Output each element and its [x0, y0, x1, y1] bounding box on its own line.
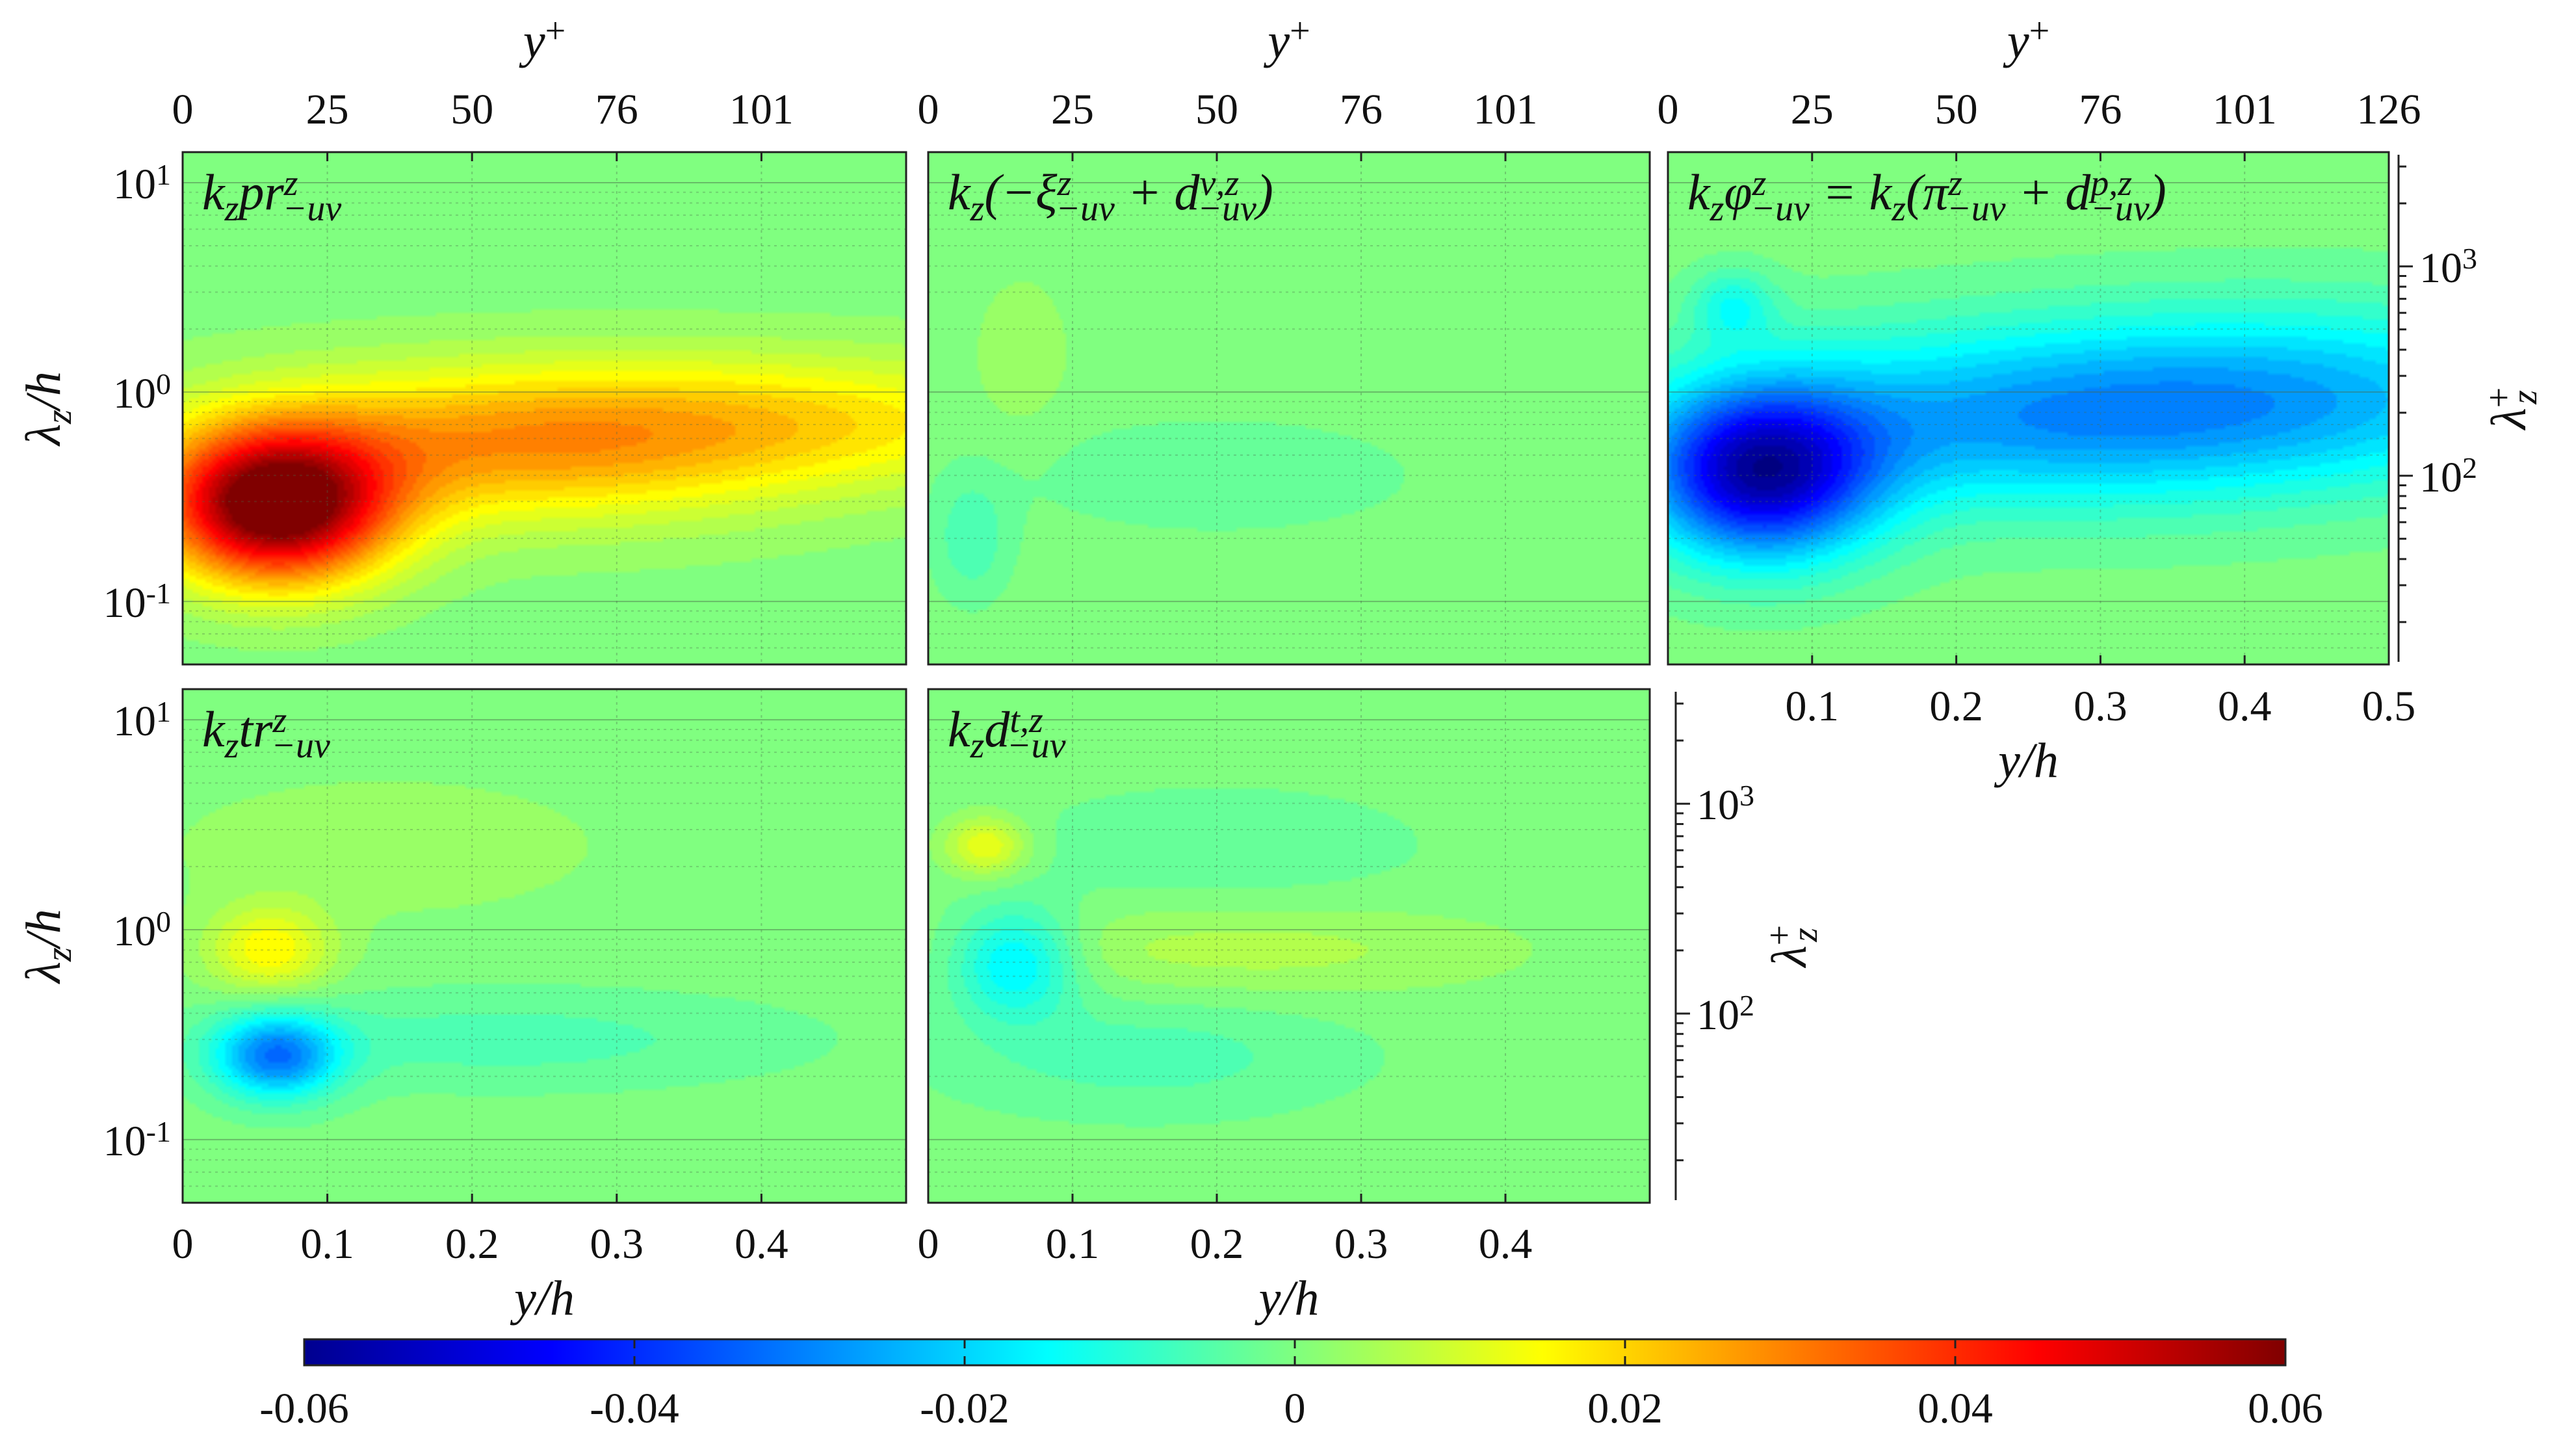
frame-phi: [1667, 151, 2390, 666]
panel-title-pr: kzprz −uv: [202, 163, 341, 229]
x-tick-dt-1: 0.1: [1046, 1220, 1100, 1268]
axes: kzprz −uv kz(−ξz −uv + dν,z −uv) kzφz −uv = kz…: [16, 11, 2545, 1326]
yplus-tick-pr-2: 50: [450, 86, 493, 133]
x-tick-phi-2: 0.3: [2074, 683, 2127, 730]
ylog-tick-tr-2: 101: [113, 695, 171, 745]
yplus-label-phi: y+: [2003, 11, 2049, 68]
colorbar-tick-5: 0.04: [1918, 1385, 1993, 1432]
yplus-tick-phi-4: 101: [2213, 86, 2277, 133]
panel-title-visc: kz(−ξz −uv + dν,z −uv): [948, 163, 1273, 229]
colorbar-tick-3: 0: [1284, 1385, 1306, 1432]
colorbar-tick-6: 0.06: [2248, 1385, 2323, 1432]
x-label-dt: y/h: [1255, 1271, 1320, 1326]
frame-dt: [927, 688, 1651, 1204]
x-tick-tr-2: 0.2: [445, 1220, 499, 1268]
yplus-tick-pr-0: 0: [172, 86, 194, 133]
x-tick-dt-2: 0.2: [1190, 1220, 1244, 1268]
heatmap-tr: [183, 689, 906, 1203]
heatmap-phi: [1668, 152, 2389, 664]
yplus-tick-visc-3: 76: [1340, 86, 1383, 133]
frame-tr: [181, 688, 907, 1204]
heatmap-visc: [928, 152, 1650, 664]
colorbar-tick-1: -0.04: [590, 1385, 679, 1432]
yplus-tick-pr-1: 25: [306, 86, 349, 133]
x-tick-dt-4: 0.4: [1479, 1220, 1533, 1268]
lamplus-tick-phi-2: 102: [2419, 451, 2477, 501]
lamplus-tick-dt-2: 102: [1697, 989, 1754, 1039]
frame-pr: [181, 151, 907, 666]
x-tick-phi-3: 0.4: [2218, 683, 2272, 730]
panel-title-phi: kzφz −uv = kz(πz −uv + dp,z −uv): [1687, 163, 2166, 229]
yplus-tick-visc-4: 101: [1474, 86, 1538, 133]
ylog-tick-tr-0: 10-1: [103, 1115, 171, 1165]
colorbar-tick-2: -0.02: [920, 1385, 1009, 1432]
yplus-tick-phi-0: 0: [1658, 86, 1679, 133]
lamplus-label-phi: λ+z: [2479, 387, 2545, 431]
yplus-tick-phi-2: 50: [1935, 86, 1978, 133]
x-tick-phi-1: 0.2: [1929, 683, 1983, 730]
x-label-tr: y/h: [510, 1271, 575, 1326]
yplus-tick-visc-0: 0: [918, 86, 939, 133]
ylog-tick-pr-0: 10-1: [103, 577, 171, 627]
heatmap-pr: [183, 152, 906, 664]
yplus-tick-phi-5: 126: [2357, 86, 2421, 133]
yplus-tick-phi-3: 76: [2079, 86, 2122, 133]
panel-title-tr: kztrz −uv: [202, 700, 330, 766]
x-tick-tr-4: 0.4: [735, 1220, 788, 1268]
x-tick-tr-3: 0.3: [590, 1220, 644, 1268]
panels: [183, 152, 2389, 1203]
ylog-label-tr: λz/h: [16, 909, 79, 984]
lamplus-tick-phi-3: 103: [2419, 242, 2477, 292]
x-tick-tr-0: 0: [172, 1220, 194, 1268]
frame-visc: [927, 151, 1651, 666]
lamplus-tick-dt-3: 103: [1697, 780, 1754, 830]
ylog-tick-tr-1: 100: [113, 905, 171, 955]
colorbar: -0.06 -0.04 -0.02 0 0.02 0.04 0.06: [259, 1338, 2323, 1432]
lamplus-label-dt: λ+z: [1760, 925, 1825, 969]
ylog-tick-pr-1: 100: [113, 367, 171, 417]
ylog-tick-pr-2: 101: [113, 158, 171, 208]
yplus-label-visc: y+: [1263, 11, 1310, 68]
x-tick-phi-0: 0.1: [1786, 683, 1840, 730]
yplus-tick-pr-3: 76: [595, 86, 638, 133]
yplus-tick-visc-1: 25: [1051, 86, 1094, 133]
colorbar-tick-0: -0.06: [259, 1385, 348, 1432]
yplus-tick-visc-2: 50: [1195, 86, 1238, 133]
x-label-phi: y/h: [1994, 733, 2059, 788]
ylog-label-pr: λz/h: [16, 371, 79, 447]
heatmap-dt: [928, 689, 1650, 1203]
yplus-label-pr: y+: [519, 11, 566, 68]
colorbar-tick-4: 0.02: [1587, 1385, 1663, 1432]
x-tick-dt-0: 0: [918, 1220, 939, 1268]
yplus-tick-pr-4: 101: [729, 86, 794, 133]
x-tick-tr-1: 0.1: [300, 1220, 354, 1268]
yplus-tick-phi-1: 25: [1791, 86, 1834, 133]
x-tick-dt-3: 0.3: [1334, 1220, 1388, 1268]
x-tick-phi-4: 0.5: [2362, 683, 2416, 730]
panel-title-dt: kzdt,z −uv: [948, 700, 1066, 766]
